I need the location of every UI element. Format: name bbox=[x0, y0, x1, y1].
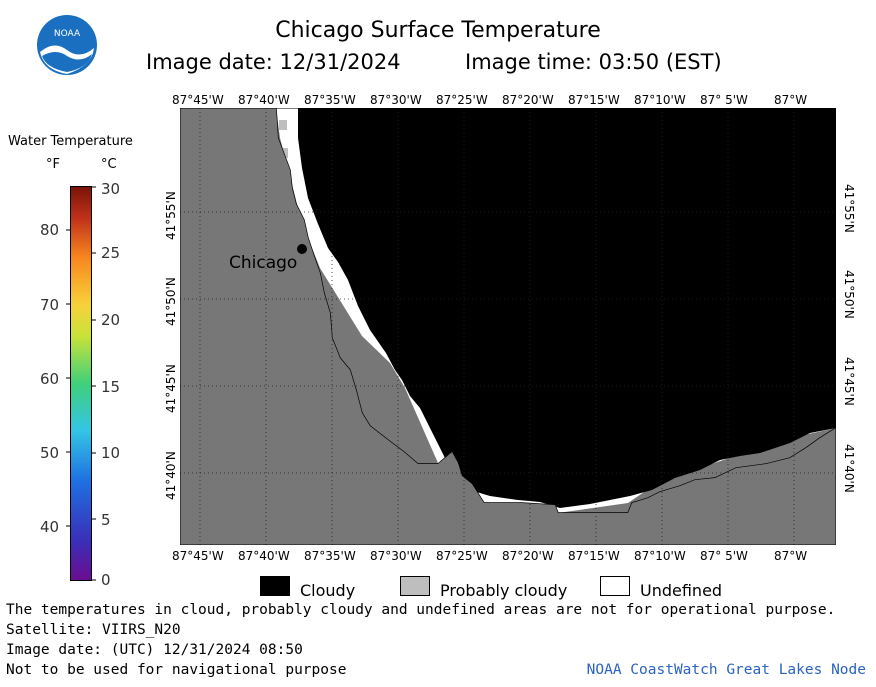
lat-label-left: 41°55'N bbox=[164, 191, 178, 240]
lon-label-top: 87°W bbox=[774, 93, 808, 107]
lon-label-top: 87°45'W bbox=[172, 93, 224, 107]
lon-label-top: 87°35'W bbox=[304, 93, 356, 107]
lon-label-top: 87°30'W bbox=[370, 93, 422, 107]
lon-label-top: 87°40'W bbox=[238, 93, 290, 107]
lat-label-right: 41°55'N bbox=[842, 184, 856, 233]
key-label-cloudy: Cloudy bbox=[300, 581, 356, 600]
c-tick: 30 bbox=[101, 180, 121, 198]
graticule bbox=[180, 108, 836, 545]
key-swatch-probably-cloudy bbox=[400, 576, 430, 596]
c-tick: 5 bbox=[101, 511, 111, 529]
c-tick: 15 bbox=[101, 378, 121, 396]
f-tick: 60 bbox=[40, 370, 60, 388]
lat-label-right: 41°50'N bbox=[842, 270, 856, 319]
navigation-note: Not to be used for navigational purpose bbox=[6, 662, 347, 678]
satellite: Satellite: VIIRS_N20 bbox=[6, 622, 181, 638]
lon-label-top: 87°15'W bbox=[568, 93, 620, 107]
chicago-marker bbox=[297, 244, 307, 254]
lon-label-bottom: 87°40'W bbox=[238, 549, 290, 563]
image-time: Image time: 03:50 (EST) bbox=[465, 50, 722, 74]
f-tick: 40 bbox=[40, 518, 60, 536]
land-south bbox=[180, 108, 836, 545]
f-tick: 80 bbox=[40, 221, 60, 239]
page-title: Chicago Surface Temperature bbox=[275, 18, 601, 43]
lat-label-left: 41°45'N bbox=[164, 364, 178, 413]
city-label: Chicago bbox=[229, 253, 298, 273]
key-label-probably-cloudy: Probably cloudy bbox=[440, 581, 568, 600]
legend-title: Water Temperature bbox=[8, 134, 133, 149]
lon-label-bottom: 87°45'W bbox=[172, 549, 224, 563]
lon-label-bottom: 87°15'W bbox=[568, 549, 620, 563]
surface-temperature-map bbox=[180, 108, 836, 545]
lon-label-top: 87° 5'W bbox=[700, 93, 748, 107]
key-swatch-cloudy bbox=[260, 576, 290, 596]
lon-label-bottom: 87°30'W bbox=[370, 549, 422, 563]
credit: NOAA CoastWatch Great Lakes Node bbox=[586, 662, 866, 678]
svg-text:NOAA: NOAA bbox=[54, 29, 81, 39]
image-date: Image date: 12/31/2024 bbox=[146, 50, 401, 74]
lon-label-bottom: 87°35'W bbox=[304, 549, 356, 563]
noaa-logo-icon: NOAA bbox=[36, 14, 98, 76]
legend-unit-f: °F bbox=[46, 157, 60, 172]
f-tick: 50 bbox=[40, 444, 60, 462]
c-tick: 25 bbox=[101, 244, 121, 262]
c-tick: 10 bbox=[101, 444, 121, 462]
cloudy-zone bbox=[298, 108, 836, 508]
lat-label-right: 41°40'N bbox=[842, 444, 856, 493]
lat-label-left: 41°50'N bbox=[164, 277, 178, 326]
key-label-undefined: Undefined bbox=[640, 581, 723, 600]
lon-label-top: 87°20'W bbox=[502, 93, 554, 107]
lon-label-top: 87°10'W bbox=[634, 93, 686, 107]
f-tick: 70 bbox=[40, 296, 60, 314]
lon-label-top: 87°25'W bbox=[436, 93, 488, 107]
disclaimer: The temperatures in cloud, probably clou… bbox=[6, 602, 836, 618]
key-swatch-undefined bbox=[600, 576, 630, 596]
lon-label-bottom: 87°W bbox=[774, 549, 808, 563]
lat-label-right: 41°45'N bbox=[842, 357, 856, 406]
lon-label-bottom: 87°25'W bbox=[436, 549, 488, 563]
colorbar-ticks bbox=[66, 186, 96, 581]
c-tick: 20 bbox=[101, 311, 121, 329]
lon-label-bottom: 87°20'W bbox=[502, 549, 554, 563]
legend-unit-c: °C bbox=[101, 157, 117, 172]
c-tick: 0 bbox=[101, 571, 111, 589]
lat-label-left: 41°40'N bbox=[164, 451, 178, 500]
lon-label-bottom: 87°10'W bbox=[634, 549, 686, 563]
temperature-colorbar bbox=[70, 186, 92, 581]
utc-date: Image date: (UTC) 12/31/2024 08:50 bbox=[6, 642, 303, 658]
lon-label-bottom: 87° 5'W bbox=[700, 549, 748, 563]
